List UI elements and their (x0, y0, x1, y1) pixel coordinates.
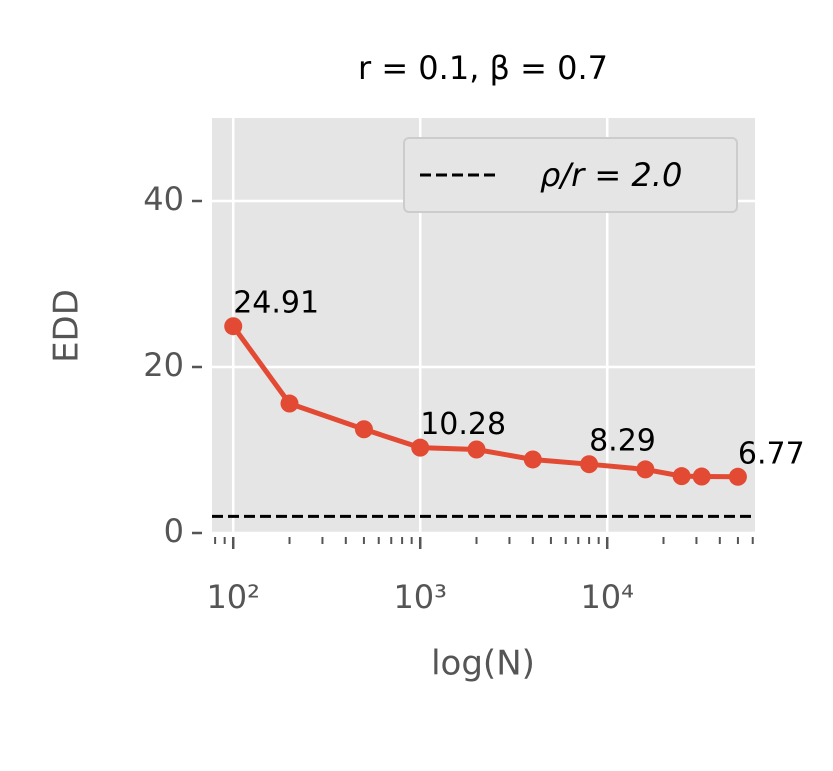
point (467, 440, 486, 459)
point (692, 467, 711, 486)
chart-title: r = 0.1, β = 0.7 (358, 49, 608, 87)
point (672, 467, 691, 486)
y-tick-label: 0 (164, 512, 184, 550)
point (580, 455, 599, 474)
point (411, 438, 430, 457)
point (636, 460, 655, 479)
point (354, 420, 373, 439)
y-tick-label: 40 (143, 180, 184, 218)
point (224, 317, 243, 336)
point (280, 394, 299, 413)
data-label: 8.29 (589, 424, 656, 459)
data-label: 6.77 (738, 436, 805, 471)
x-tick-label: 10⁴ (580, 578, 634, 616)
legend-label: ρ/r = 2.0 (540, 156, 682, 194)
x-tick-label: 10² (206, 578, 260, 616)
y-axis-label: EDD (47, 289, 87, 363)
x-axis-label: log(N) (431, 644, 535, 684)
x-tick-label: 10³ (393, 578, 447, 616)
legend-box (403, 137, 738, 213)
y-tick-label: 20 (143, 346, 184, 384)
point (728, 467, 747, 486)
data-label: 10.28 (420, 407, 506, 442)
data-label: 24.91 (233, 286, 319, 321)
point (523, 450, 542, 469)
